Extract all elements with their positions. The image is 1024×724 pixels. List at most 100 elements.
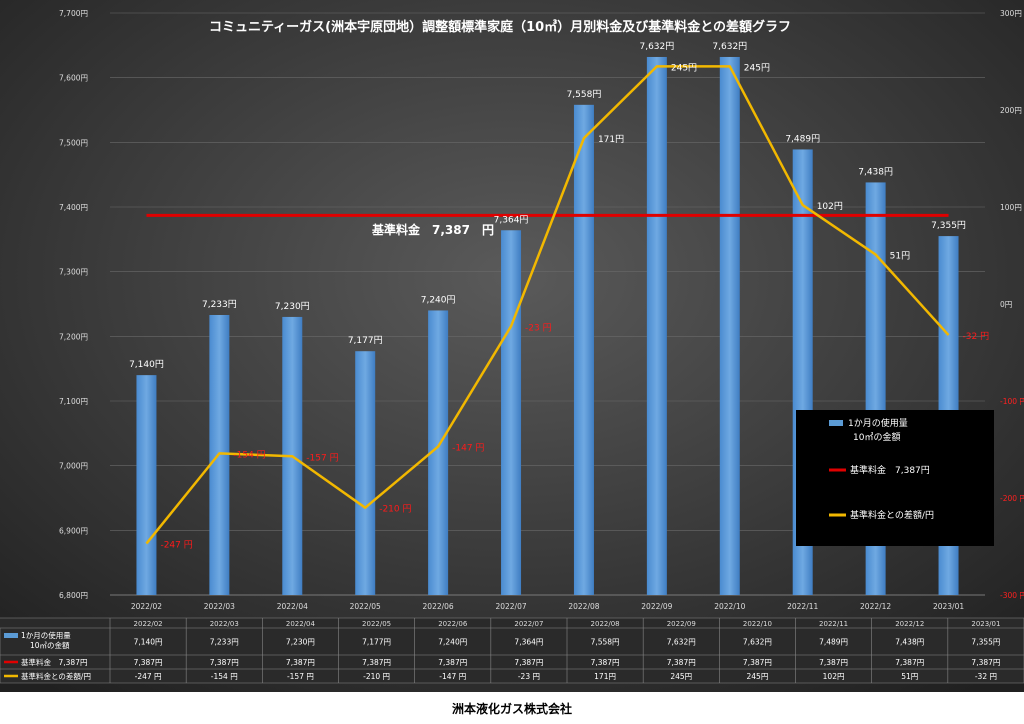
x-tick-label: 2022/06 <box>423 602 454 611</box>
x-tick-label: 2022/09 <box>641 602 672 611</box>
table-cell: 7,387円 <box>667 658 696 667</box>
table-cell: -210 円 <box>363 672 390 681</box>
y-left-tick-label: 7,400円 <box>59 203 88 212</box>
legend-swatch-bar <box>829 420 843 426</box>
table-header-cell: 2022/02 <box>134 620 163 628</box>
legend-label-difference: 基準料金との差額/円 <box>850 509 934 521</box>
y-left-tick-label: 7,100円 <box>59 397 88 406</box>
table-cell: 7,387円 <box>971 658 1000 667</box>
y-right-tick-label: 200円 <box>1000 106 1022 115</box>
difference-data-label: -23 円 <box>525 322 552 333</box>
y-left-tick-label: 7,500円 <box>59 138 88 147</box>
x-tick-label: 2022/07 <box>495 602 526 611</box>
bar-data-label: 7,632円 <box>639 41 674 52</box>
bar-data-label: 7,632円 <box>712 41 747 52</box>
table-cell: 245円 <box>670 672 692 681</box>
table-cell: 7,438円 <box>895 638 924 647</box>
difference-line <box>145 65 950 545</box>
bar-data-label: 7,364円 <box>494 214 529 225</box>
y-left-tick-label: 7,000円 <box>59 462 88 471</box>
difference-data-label: -32 円 <box>963 331 990 342</box>
table-cell: 7,387円 <box>895 658 924 667</box>
table-cell: -32 円 <box>975 672 997 681</box>
table-row-label: 基準料金 7,387円 <box>21 657 87 667</box>
bar-data-label: 7,230円 <box>275 301 310 312</box>
table-header-cell: 2022/12 <box>895 620 924 628</box>
difference-data-label: -157 円 <box>306 452 338 463</box>
y-right-tick-label: -300 円 <box>1000 591 1024 600</box>
table-header-cell: 2022/11 <box>819 620 848 628</box>
table-cell: 102円 <box>823 672 845 681</box>
bar-data-label: 7,558円 <box>567 89 602 100</box>
table-cell: 7,240円 <box>438 638 467 647</box>
table-header-cell: 2022/10 <box>743 620 772 628</box>
table-cell: 7,387円 <box>743 658 772 667</box>
table-cell: 7,632円 <box>667 638 696 647</box>
bar <box>355 351 376 595</box>
legend-box <box>796 410 994 546</box>
bar <box>501 230 522 595</box>
x-tick-label: 2022/05 <box>350 602 381 611</box>
table-cell: 245円 <box>747 672 769 681</box>
table-cell: 51円 <box>901 672 918 681</box>
table-cell: -23 円 <box>518 672 540 681</box>
difference-data-label: 102円 <box>817 201 843 212</box>
chart-svg: 6,800円 6,900円 7,000円 7,100円 7,200円 7,300円 7,40… <box>0 0 1024 692</box>
legend-label-bar: 1か月の使用量 <box>848 417 908 429</box>
table-header-cell: 2022/07 <box>514 620 543 628</box>
table-cell: 7,387円 <box>134 658 163 667</box>
reference-annotation: 基準料金 7,387 円 <box>371 222 494 237</box>
x-tick-label: 2022/11 <box>787 602 818 611</box>
table-cell: -154 円 <box>211 672 238 681</box>
table-cell: 7,489円 <box>819 638 848 647</box>
table-header-cell: 2022/04 <box>286 620 316 628</box>
y-left-tick-label: 7,200円 <box>59 332 88 341</box>
table-cell: 7,355円 <box>971 638 1000 647</box>
difference-data-label: -247 円 <box>160 540 192 551</box>
table-cell: -247 円 <box>135 672 162 681</box>
x-tick-label: 2022/02 <box>131 602 162 611</box>
y-left-tick-label: 7,600円 <box>59 74 88 83</box>
table-cell: 7,233円 <box>210 638 239 647</box>
table-row-swatch <box>4 633 18 638</box>
table-cell: 7,387円 <box>362 658 391 667</box>
x-tick-label: 2023/01 <box>933 602 964 611</box>
company-footer: 洲本液化ガス株式会社 <box>451 701 572 716</box>
y-left-tick-label: 7,300円 <box>59 268 88 277</box>
table-row-label: 10㎥の金額 <box>30 640 70 650</box>
difference-data-label: -147 円 <box>452 443 484 454</box>
y-right-tick-label: 100円 <box>1000 203 1022 212</box>
y-right-tick-label: 0円 <box>1000 300 1012 309</box>
table-header-cell: 2022/09 <box>667 620 696 628</box>
table-header-cell: 2022/06 <box>438 620 468 628</box>
difference-data-label: 51円 <box>890 251 910 262</box>
table-cell: 7,387円 <box>286 658 315 667</box>
bar <box>719 56 740 596</box>
table-cell: 7,632円 <box>743 638 772 647</box>
table-header-cell: 2022/08 <box>591 620 620 628</box>
y-left-tick-label: 6,900円 <box>59 526 88 535</box>
bar-data-label: 7,140円 <box>129 359 164 370</box>
table-cell: -147 円 <box>439 672 466 681</box>
table-cell: 7,387円 <box>819 658 848 667</box>
table-background <box>0 618 1024 683</box>
bar-data-label: 7,438円 <box>858 166 893 177</box>
difference-data-label: 245円 <box>744 62 770 73</box>
difference-data-label: -154 円 <box>233 449 265 460</box>
x-tick-label: 2022/10 <box>714 602 745 611</box>
chart-title: コミュニティーガス(洲本宇原団地）調整額標準家庭（10㎥）月別料金及び基準料金と… <box>209 19 791 35</box>
bar-data-label: 7,489円 <box>785 133 820 144</box>
table-cell: 7,387円 <box>210 658 239 667</box>
x-tick-label: 2022/12 <box>860 602 891 611</box>
table-header-cell: 2022/03 <box>210 620 239 628</box>
bar-data-label: 7,355円 <box>931 220 966 231</box>
bar <box>646 56 667 596</box>
difference-data-label: 245円 <box>671 62 697 73</box>
bar <box>136 375 157 595</box>
bar <box>428 310 449 595</box>
y-left-tick-label: 7,700円 <box>59 9 88 18</box>
table-cell: 7,387円 <box>438 658 467 667</box>
table-row-label: 1か月の使用量 <box>21 630 71 640</box>
table-cell: 7,140円 <box>134 638 163 647</box>
